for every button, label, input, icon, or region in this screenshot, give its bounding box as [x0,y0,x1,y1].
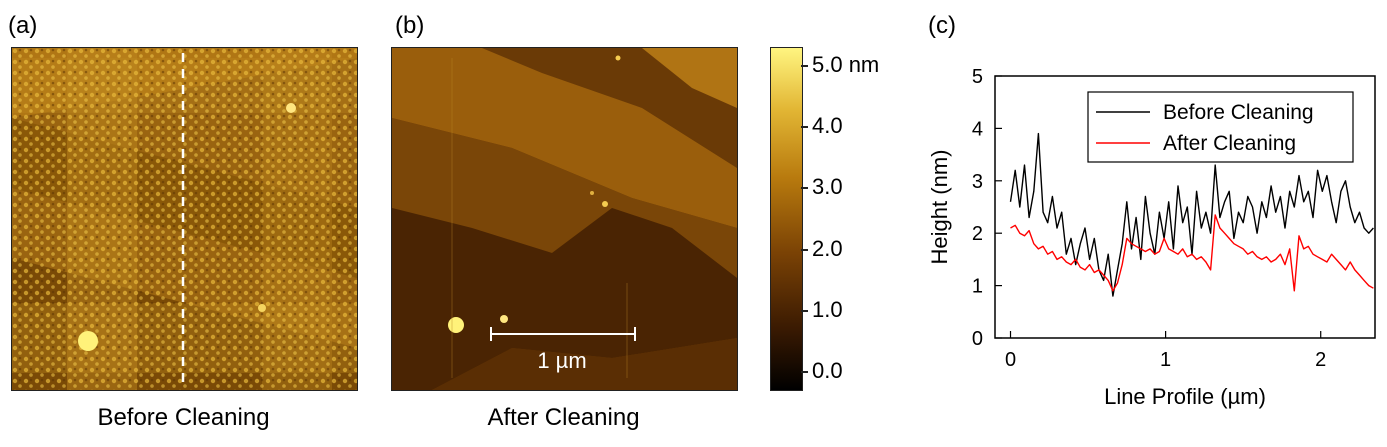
colorbar-tick-mark [801,371,808,373]
legend-label: Before Cleaning [1163,101,1314,124]
y-axis-title: Height (nm) [927,150,952,265]
colorbar-tick-label: 2.0 [812,235,843,261]
series-line-after-cleaning [1010,214,1374,292]
x-axis-title: Line Profile (µm) [1104,384,1266,409]
y-tick-label: 1 [972,276,983,298]
colorbar-tick-mark [801,126,808,129]
x-tick-label: 2 [1315,349,1326,371]
x-tick-label: 1 [1160,349,1171,371]
colorbar-tick-mark [801,65,808,67]
x-tick-label: 0 [1005,349,1016,371]
colorbar-tick-mark [801,309,808,312]
colorbar-tick-label: 4.0 [812,113,843,139]
panel-a-label: (a) [8,12,38,39]
caption-before-cleaning: Before Cleaning [97,404,270,431]
y-tick-label: 0 [972,328,983,350]
legend-box [1087,91,1354,163]
legend-label: After Cleaning [1163,132,1296,155]
colorbar-tick-label: 5.0 nm [812,52,880,77]
y-tick-label: 2 [972,223,983,245]
colorbar-tick-label: 0.0 [812,358,843,383]
scale-bar [490,333,636,335]
scale-bar-right-tick [634,327,636,341]
colorbar-tick-label: 1.0 [812,296,843,322]
colorbar-tick-mark [801,187,808,190]
y-tick-label: 5 [972,66,983,88]
y-tick-label: 4 [972,118,983,140]
y-tick-label: 3 [972,171,983,193]
height-profile-chart: 0 1 2 0 1 2 3 4 5 Line Profile (µm) Height (nm) Bef… [927,66,1376,409]
colorbar-tick-mark [801,248,808,251]
panel-b-label: (b) [395,12,425,39]
scale-bar-label: 1 µm [537,348,587,373]
plot-frame [994,75,1376,339]
panel-c-label: (c) [928,12,956,39]
caption-after-cleaning: After Cleaning [487,404,640,431]
afm-image-before-cleaning [11,47,358,391]
colorbar-tick-label: 3.0 [812,174,843,200]
scale-bar-left-tick [490,327,492,341]
colorbar [770,47,803,391]
afm-image-after-cleaning: 1 µm [391,47,738,391]
